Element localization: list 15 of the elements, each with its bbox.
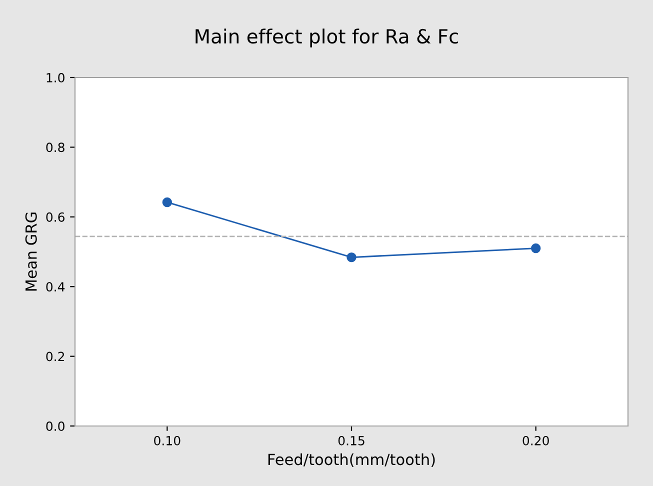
y-tick-label: 0.0 <box>46 421 64 431</box>
point <box>530 243 541 254</box>
y-tick-label: 0.2 <box>46 352 64 362</box>
point <box>162 197 172 208</box>
point <box>346 252 356 262</box>
x-tick-label: 0.15 <box>338 436 364 446</box>
x-axis-title: Feed/tooth(mm/tooth) <box>268 453 435 467</box>
x-tick-label: 0.20 <box>522 436 549 446</box>
x-tick-label: 0.10 <box>154 436 180 446</box>
y-tick-label: 0.8 <box>46 142 64 152</box>
chart-title: Main effect plot for Ra & Fc <box>196 28 458 48</box>
y-tick-label: 0.4 <box>46 282 65 292</box>
y-tick-label: 1.0 <box>46 72 64 82</box>
y-axis-title: Mean GRG <box>25 212 37 291</box>
y-tick-label: 0.6 <box>46 212 64 222</box>
